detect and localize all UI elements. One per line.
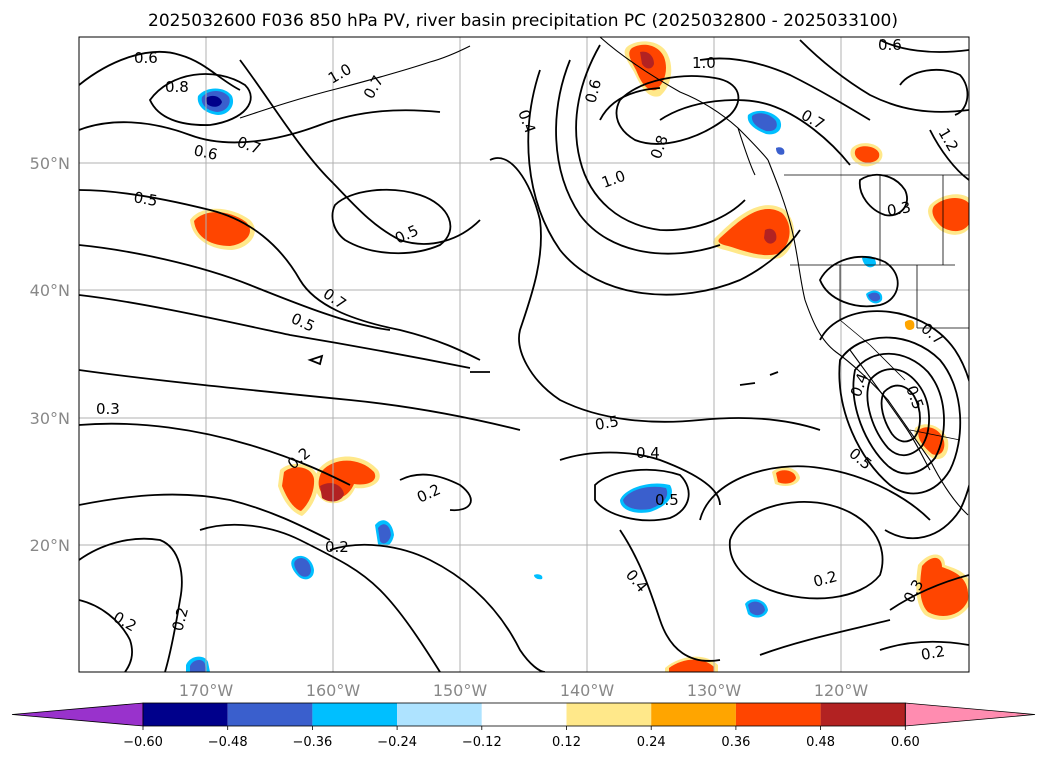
contour-label: 0.2 — [168, 605, 192, 633]
colorbar-tick-label: −0.60 — [123, 735, 163, 750]
pv-contours — [79, 39, 969, 672]
contour-label: 0.2 — [920, 642, 947, 664]
lon-tick-label: 130°W — [687, 681, 742, 700]
precip-positive-anomalies — [190, 41, 969, 672]
precip-negative-anomalies — [186, 88, 883, 672]
colorbar-bin — [566, 703, 652, 726]
colorbar-bin — [481, 703, 567, 726]
colorbar-bin — [820, 703, 906, 726]
contour-label: 0.5 — [132, 188, 159, 210]
contour-label: 0.6 — [192, 141, 219, 164]
colorbar-tick-label: 0.24 — [637, 735, 666, 750]
contour-label: 0.3 — [886, 198, 913, 220]
longitude-ticks: 170°W 160°W 150°W 140°W 130°W 120°W — [179, 681, 869, 700]
lon-tick-label: 150°W — [433, 681, 488, 700]
lat-tick-label: 40°N — [30, 281, 70, 300]
lon-tick-label: 160°W — [306, 681, 361, 700]
graticule — [79, 37, 969, 672]
contour-label: 0.4 — [636, 444, 660, 462]
colorbar-over-extension — [904, 702, 1036, 727]
colorbar-tick-label: −0.48 — [208, 735, 248, 750]
map-frame — [78, 36, 970, 673]
colorbar-outline — [142, 702, 906, 727]
latitude-ticks: 50°N 40°N 30°N 20°N — [30, 154, 70, 555]
contour-label: 0.5 — [655, 491, 679, 509]
contour-label: 0.3 — [96, 400, 120, 418]
lat-tick-label: 30°N — [30, 409, 70, 428]
contour-label: 0.8 — [165, 78, 189, 96]
colorbar-bin — [227, 703, 313, 726]
colorbar-bin — [397, 703, 482, 726]
contour-label: 0.2 — [811, 567, 839, 591]
colorbar-bin — [735, 703, 821, 726]
contour-label: 0.5 — [594, 412, 621, 434]
contour-label: 0.2 — [325, 538, 349, 556]
map-title: 2025032600 F036 850 hPa PV, river basin … — [148, 11, 898, 31]
colorbar-bin — [651, 703, 736, 726]
colorbar-under-extension — [11, 702, 144, 727]
colorbar-tick-label: 0.60 — [891, 735, 920, 750]
colorbar-tick-label: −0.12 — [462, 735, 502, 750]
contour-label: 0.6 — [134, 49, 158, 67]
contour-label: 0.6 — [581, 77, 605, 105]
colorbar-bin — [312, 703, 398, 726]
colorbar-bin — [143, 703, 228, 726]
lon-tick-label: 120°W — [814, 681, 869, 700]
colorbar-tick-label: −0.24 — [377, 735, 417, 750]
colorbar-tick-label: 0.12 — [552, 735, 581, 750]
colorbar-tick-label: 0.48 — [806, 735, 835, 750]
colorbar: −0.60 −0.48 −0.36 −0.24 −0.12 0.12 0.24 0.36 0.4… — [11, 702, 1036, 750]
contour-label: 1.0 — [692, 54, 716, 72]
map-area: 0.6 0.8 0.7 0.6 0.5 0.5 0.7 0.5 0.3 0.2 … — [79, 36, 969, 672]
lat-tick-label: 20°N — [30, 536, 70, 555]
lat-tick-label: 50°N — [30, 154, 70, 173]
lon-tick-label: 170°W — [179, 681, 234, 700]
colorbar-tick-label: 0.36 — [721, 735, 750, 750]
lon-tick-label: 140°W — [560, 681, 615, 700]
colorbar-tick-label: −0.36 — [292, 735, 332, 750]
contour-label: 0.6 — [878, 36, 902, 54]
